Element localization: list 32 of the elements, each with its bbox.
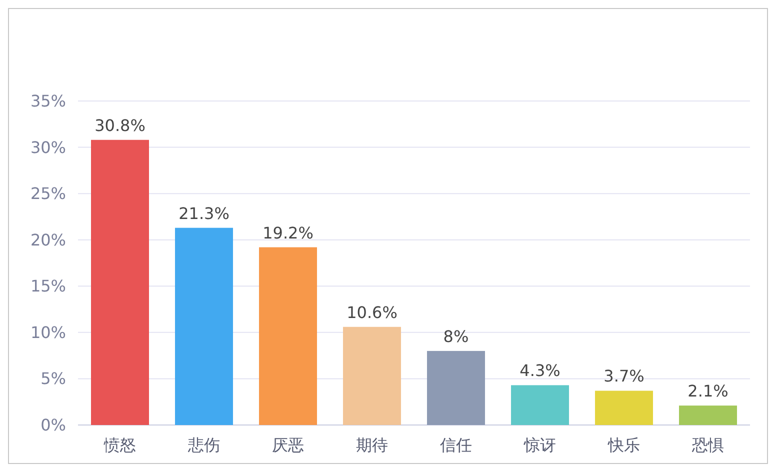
data-label: 3.7% — [604, 366, 644, 386]
bar — [511, 385, 569, 425]
x-tick-label: 期待 — [356, 436, 388, 454]
x-tick-label: 信任 — [440, 436, 472, 454]
data-label: 30.8% — [94, 116, 146, 135]
y-tick-label: 10% — [30, 322, 66, 342]
bar — [595, 390, 653, 425]
y-tick-label: 25% — [30, 184, 66, 204]
bar — [343, 326, 401, 425]
y-tick-label: 35% — [30, 92, 66, 110]
bar — [175, 228, 233, 425]
data-label: 2.1% — [688, 382, 728, 401]
x-tick-label: 快乐 — [607, 436, 640, 454]
x-tick-label: 悲伤 — [187, 436, 220, 454]
bar — [91, 140, 149, 425]
x-tick-label: 愤怒 — [103, 436, 136, 454]
data-label: 4.3% — [520, 361, 560, 380]
y-tick-label: 30% — [30, 138, 66, 157]
bar — [259, 247, 317, 425]
x-tick-label: 厌恶 — [272, 436, 304, 454]
y-tick-label: 5% — [40, 369, 66, 388]
y-tick-label: 20% — [30, 230, 66, 250]
bar — [679, 406, 737, 425]
bar — [427, 350, 485, 425]
x-tick-label: 惊讶 — [523, 436, 556, 454]
y-tick-label: 15% — [30, 276, 66, 296]
data-label: 19.2% — [262, 223, 314, 242]
data-label: 8% — [443, 326, 469, 346]
y-tick-label: 0% — [40, 416, 66, 434]
x-tick-label: 恐惧 — [691, 436, 724, 454]
data-label: 21.3% — [178, 204, 230, 223]
data-label: 10.6% — [346, 302, 398, 322]
